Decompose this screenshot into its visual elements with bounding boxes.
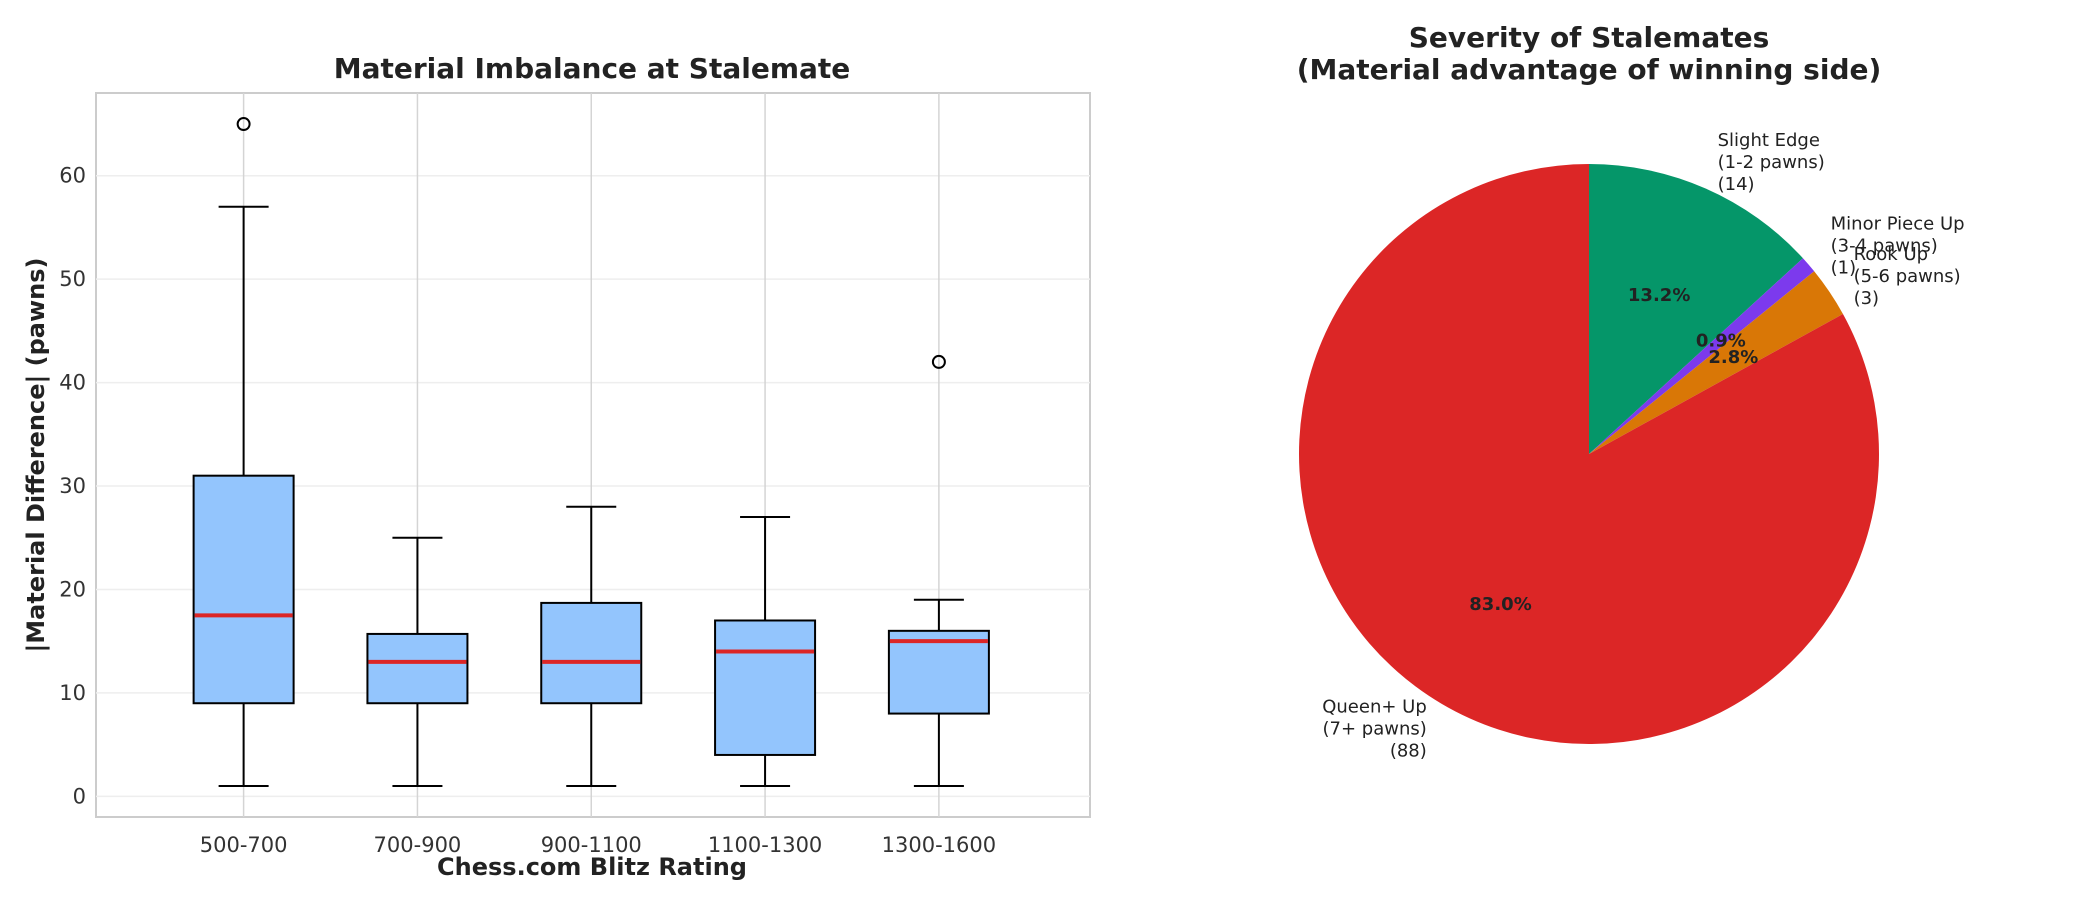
slice-label-line: (3-4 pawns)	[1831, 236, 1938, 257]
slice-label: Rook Up (5-6 pawns) (3)	[1854, 244, 1961, 309]
pie-slice	[1589, 258, 1815, 454]
slice-label-line: (14)	[1718, 174, 1755, 195]
slice-percent-label: 13.2%	[1628, 285, 1690, 306]
slice-label-line: (5-6 pawns)	[1854, 266, 1961, 287]
slice-label-line: (1-2 pawns)	[1718, 152, 1825, 173]
box-1300-1600	[887, 354, 990, 787]
slice-percent-label: 0.9%	[1696, 330, 1746, 351]
x-tick-label: 900-1100	[541, 833, 642, 857]
slice-label-line: Minor Piece Up	[1831, 214, 1965, 235]
iqr-box	[887, 629, 990, 715]
boxes	[192, 117, 990, 787]
slice-label-line: Queen+ Up	[1322, 697, 1427, 718]
iqr-box	[366, 632, 469, 705]
x-tick-label: 1300-1600	[882, 833, 996, 857]
pie-chart-title: Severity of Stalemates	[1409, 21, 1770, 54]
x-axis-ticks: 500-700 700-900 900-1100 1100-1300 1300-1600	[200, 833, 996, 857]
pie-slices	[1299, 164, 1879, 744]
slice-label-line: (3)	[1854, 288, 1880, 309]
y-axis-label: |Material Difference| (pawns)	[22, 258, 50, 653]
box-700-900	[366, 536, 469, 787]
pie-slice	[1299, 164, 1879, 744]
slice-label: Slight Edge (1-2 pawns) (14)	[1718, 130, 1825, 195]
slice-label: Minor Piece Up (3-4 pawns) (1)	[1831, 214, 1965, 279]
slice-label: Queen+ Up (7+ pawns) (88)	[1322, 697, 1427, 762]
y-tick-label: 20	[59, 577, 86, 601]
slice-percent-label: 2.8%	[1708, 347, 1758, 368]
box-plot-chart: Material Imbalance at Stalemate 0 10 20 30 4…	[22, 52, 1091, 881]
outlier-point	[236, 117, 251, 132]
slice-label-line: (7+ pawns)	[1323, 719, 1427, 740]
slice-label-line: Slight Edge	[1718, 130, 1820, 151]
y-tick-label: 30	[59, 474, 86, 498]
x-tick-label: 1100-1300	[708, 833, 822, 857]
pie-labels: 13.2% Slight Edge (1-2 pawns) (14) 0.9% Minor…	[1322, 130, 1964, 762]
y-tick-label: 0	[73, 784, 86, 808]
x-axis-label: Chess.com Blitz Rating	[437, 853, 747, 881]
y-tick-label: 40	[59, 371, 86, 395]
y-tick-label: 50	[59, 267, 86, 291]
iqr-box	[714, 619, 817, 756]
y-tick-label: 10	[59, 681, 86, 705]
box-chart-title: Material Imbalance at Stalemate	[334, 52, 851, 85]
slice-percent-label: 83.0%	[1469, 594, 1531, 615]
slice-label-line: Rook Up	[1854, 244, 1928, 265]
slice-label-line: (88)	[1390, 741, 1427, 762]
iqr-box	[540, 601, 643, 705]
box-500-700	[192, 117, 295, 787]
pie-slice	[1589, 164, 1803, 454]
iqr-box	[192, 474, 295, 705]
pie-slice	[1589, 271, 1843, 454]
x-tick-label: 700-900	[374, 833, 462, 857]
box-900-1100	[540, 505, 643, 787]
pie-chart: Severity of Stalemates (Material advanta…	[1297, 21, 1965, 762]
box-1100-1300	[714, 516, 817, 787]
slice-label-line: (1)	[1831, 258, 1857, 279]
outlier-point	[931, 354, 946, 369]
y-tick-label: 60	[59, 164, 86, 188]
pie-chart-subtitle: (Material advantage of winning side)	[1297, 53, 1882, 86]
x-tick-label: 500-700	[200, 833, 288, 857]
y-axis-ticks: 0 10 20 30 40 50 60	[59, 164, 86, 809]
